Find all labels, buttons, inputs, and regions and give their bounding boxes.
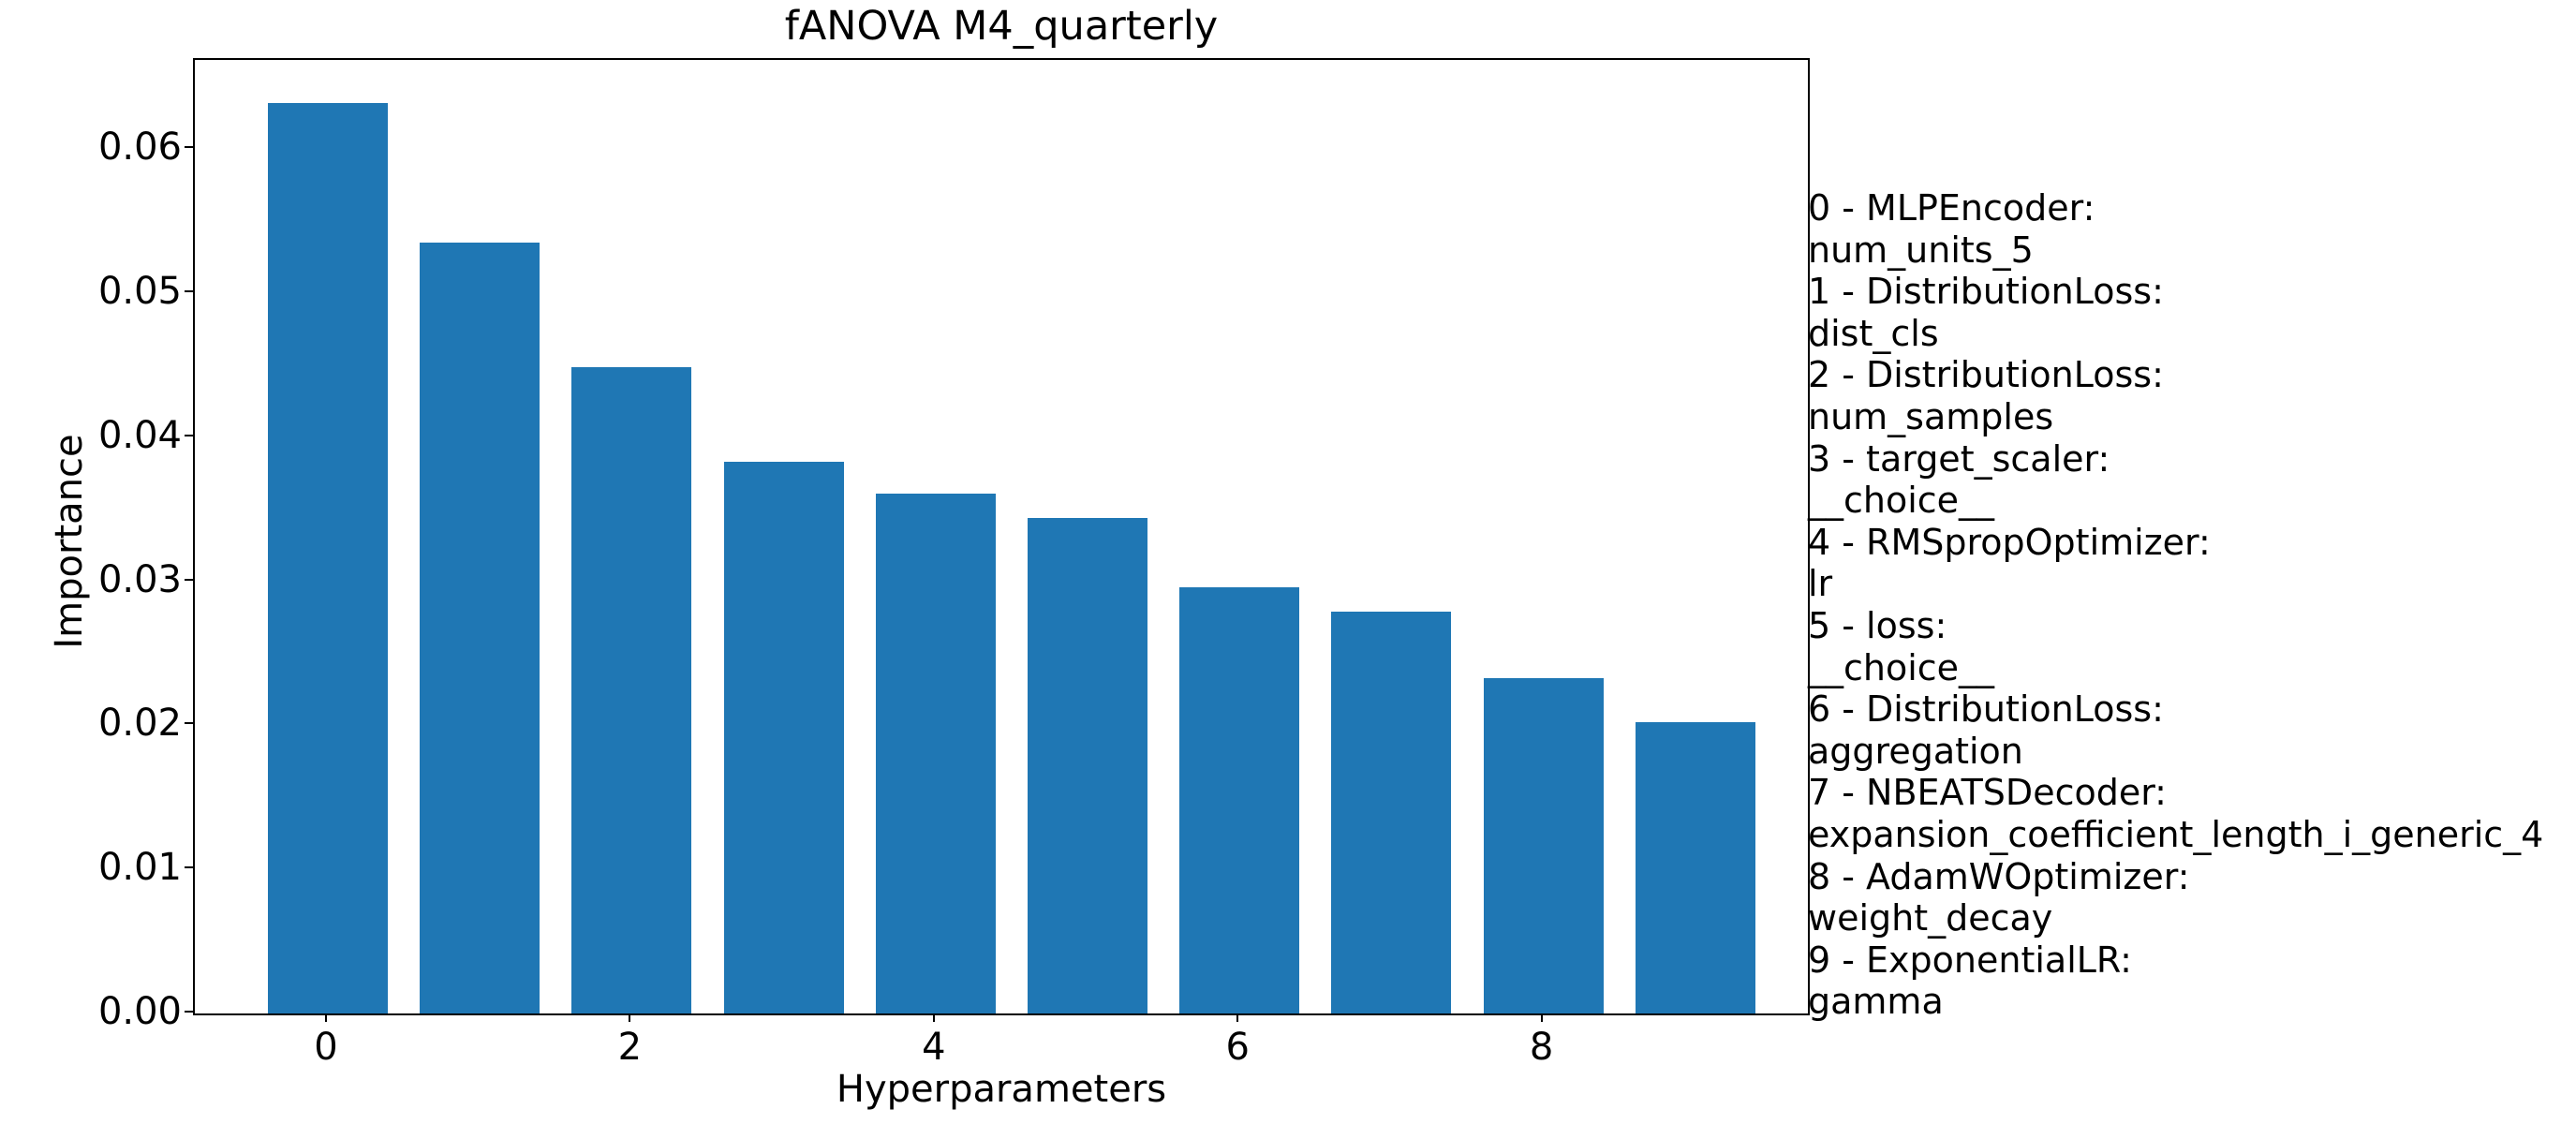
legend-entry-param: __choice__ [1808, 480, 1995, 522]
bar [1179, 587, 1300, 1013]
bar [723, 462, 844, 1013]
legend-entry-param: dist_cls [1808, 312, 1939, 354]
y-axis-label: Importance [48, 434, 91, 649]
bar [1635, 722, 1755, 1013]
y-tick-mark [185, 578, 193, 581]
legend-block: 0 - MLPEncoder: num_units_5 1 - Distributi… [1808, 187, 2543, 1023]
legend-entry-label: 7 - NBEATSDecoder: [1808, 772, 2167, 814]
x-tick-mark [629, 1013, 631, 1022]
x-tick-mark [932, 1013, 935, 1022]
y-tick-label: 0.04 [97, 413, 182, 457]
y-tick-mark [185, 434, 193, 436]
legend-entry-label: 1 - DistributionLoss: [1808, 271, 2164, 313]
legend-entry-param: aggregation [1808, 730, 2023, 772]
legend-entry-label: 4 - RMSpropOptimizer: [1808, 521, 2211, 563]
x-tick-mark [325, 1013, 327, 1022]
y-tick-label: 0.05 [97, 270, 182, 314]
legend-entry-param: __choice__ [1808, 646, 1995, 688]
y-tick-label: 0.02 [97, 702, 182, 746]
legend-entry-label: 3 - target_scaler: [1808, 437, 2110, 480]
bar [875, 494, 996, 1013]
bar [1483, 678, 1604, 1013]
y-tick-mark [185, 146, 193, 149]
x-tick-label: 6 [1225, 1026, 1250, 1069]
legend-entry-param: gamma [1808, 981, 1944, 1023]
legend-entry-label: 5 - loss: [1808, 604, 1947, 646]
x-axis-label: Hyperparameters [836, 1068, 1167, 1111]
plot-area [193, 58, 1810, 1015]
legend-entry-param: expansion_coefficient_length_i_generic_4 [1808, 813, 2544, 855]
x-tick-label: 8 [1529, 1026, 1554, 1069]
bar [1331, 612, 1452, 1013]
y-tick-label: 0.01 [97, 846, 182, 890]
y-tick-label: 0.00 [97, 990, 182, 1033]
x-tick-label: 0 [314, 1026, 338, 1069]
x-tick-mark [1236, 1013, 1239, 1022]
y-tick-mark [185, 866, 193, 869]
legend-entry-param: num_samples [1808, 395, 2054, 437]
y-tick-label: 0.03 [97, 557, 182, 601]
legend-entry-label: 9 - ExponentialLR: [1808, 939, 2132, 981]
x-tick-mark [1540, 1013, 1543, 1022]
legend-entry-param: weight_decay [1808, 897, 2053, 939]
y-tick-mark [185, 290, 193, 293]
y-tick-mark [185, 1011, 193, 1013]
x-tick-label: 2 [617, 1026, 643, 1069]
legend-entry-label: 8 - AdamWOptimizer: [1808, 855, 2190, 897]
y-tick-mark [185, 722, 193, 725]
chart-title: fANOVA M4_quarterly [784, 3, 1219, 50]
x-tick-label: 4 [922, 1026, 946, 1069]
bar [268, 103, 388, 1013]
legend-entry-param: lr [1808, 563, 1833, 605]
y-tick-label: 0.06 [97, 126, 182, 170]
legend-entry-label: 2 - DistributionLoss: [1808, 354, 2164, 396]
legend-entry-param: num_units_5 [1808, 229, 2034, 271]
bar [571, 367, 692, 1013]
bar [420, 243, 540, 1013]
legend-entry-label: 6 - DistributionLoss: [1808, 688, 2164, 731]
legend-entry-label: 0 - MLPEncoder: [1808, 187, 2095, 229]
bar [1028, 518, 1147, 1013]
